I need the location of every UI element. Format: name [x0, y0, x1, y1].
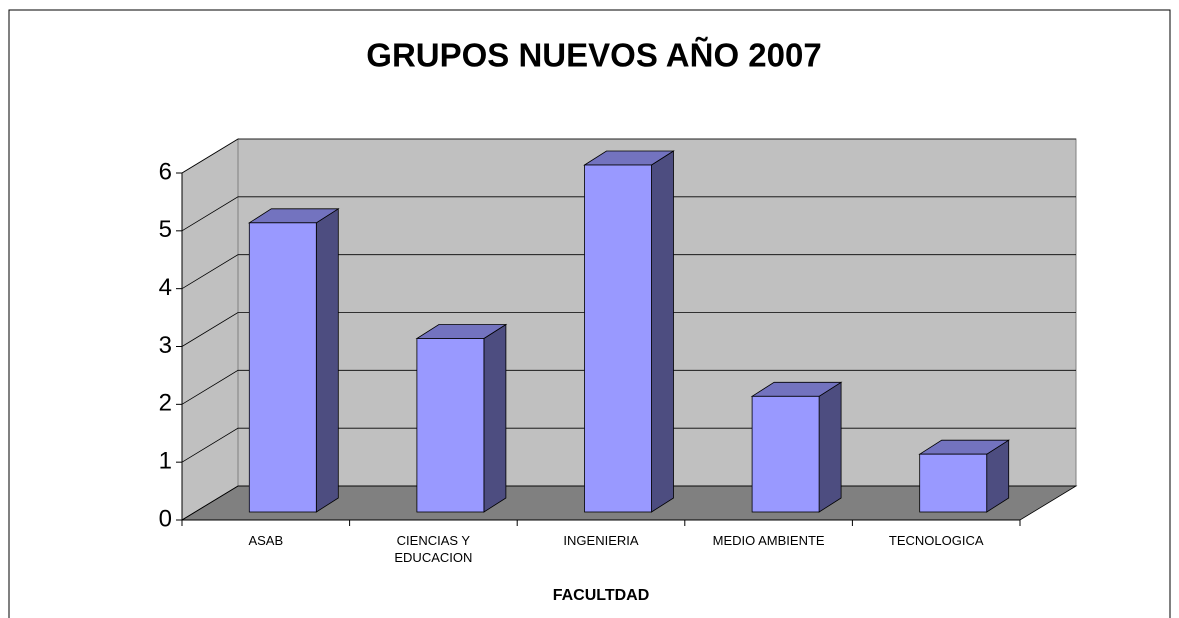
y-tick-label: 6 [159, 158, 172, 185]
y-tick-label: 4 [159, 274, 172, 301]
bar-front [751, 395, 820, 513]
bar-side [818, 381, 842, 513]
x-axis-label: FACULTDAD [553, 587, 650, 604]
x-tick-label: INGENIERIA [563, 533, 639, 548]
bar-front [584, 164, 652, 513]
x-tick-label: TECNOLOGICA [888, 533, 984, 548]
x-tick-label-box: TECNOLOGICA [888, 533, 984, 548]
bar [918, 439, 1011, 513]
x-tick-label-box: CIENCIAS Y EDUCACION [394, 533, 473, 565]
bar-side [483, 323, 507, 513]
bar [750, 381, 843, 513]
x-tick-label: CIENCIAS Y EDUCACION [394, 533, 473, 565]
bar-side [651, 150, 674, 513]
x-tick-label-box: MEDIO AMBIENTE [712, 533, 825, 548]
y-tick-label: 3 [159, 332, 172, 359]
chart-title: GRUPOS NUEVOS AÑO 2007 [366, 37, 821, 74]
bar [247, 208, 340, 513]
bar [583, 150, 675, 513]
bar-front [248, 222, 317, 513]
grid-line [181, 138, 1076, 174]
x-tick-label-box: ASAB [248, 533, 284, 548]
y-tick-label: 1 [159, 448, 172, 475]
y-tick-label: 2 [159, 390, 172, 417]
x-tick-label: MEDIO AMBIENTE [712, 533, 825, 548]
y-tick-label: 0 [159, 505, 172, 532]
bar-front [416, 338, 485, 513]
grid-line [181, 196, 1076, 232]
x-tick-label: ASAB [248, 533, 284, 548]
grid-line [181, 312, 1076, 347]
bar-front [919, 453, 988, 513]
bar [415, 323, 508, 513]
grid-line [181, 369, 1076, 405]
grid-line [181, 254, 1076, 290]
x-tick-label-box: INGENIERIA [563, 533, 639, 548]
bar-side [315, 208, 339, 513]
y-tick-label: 5 [159, 216, 172, 243]
